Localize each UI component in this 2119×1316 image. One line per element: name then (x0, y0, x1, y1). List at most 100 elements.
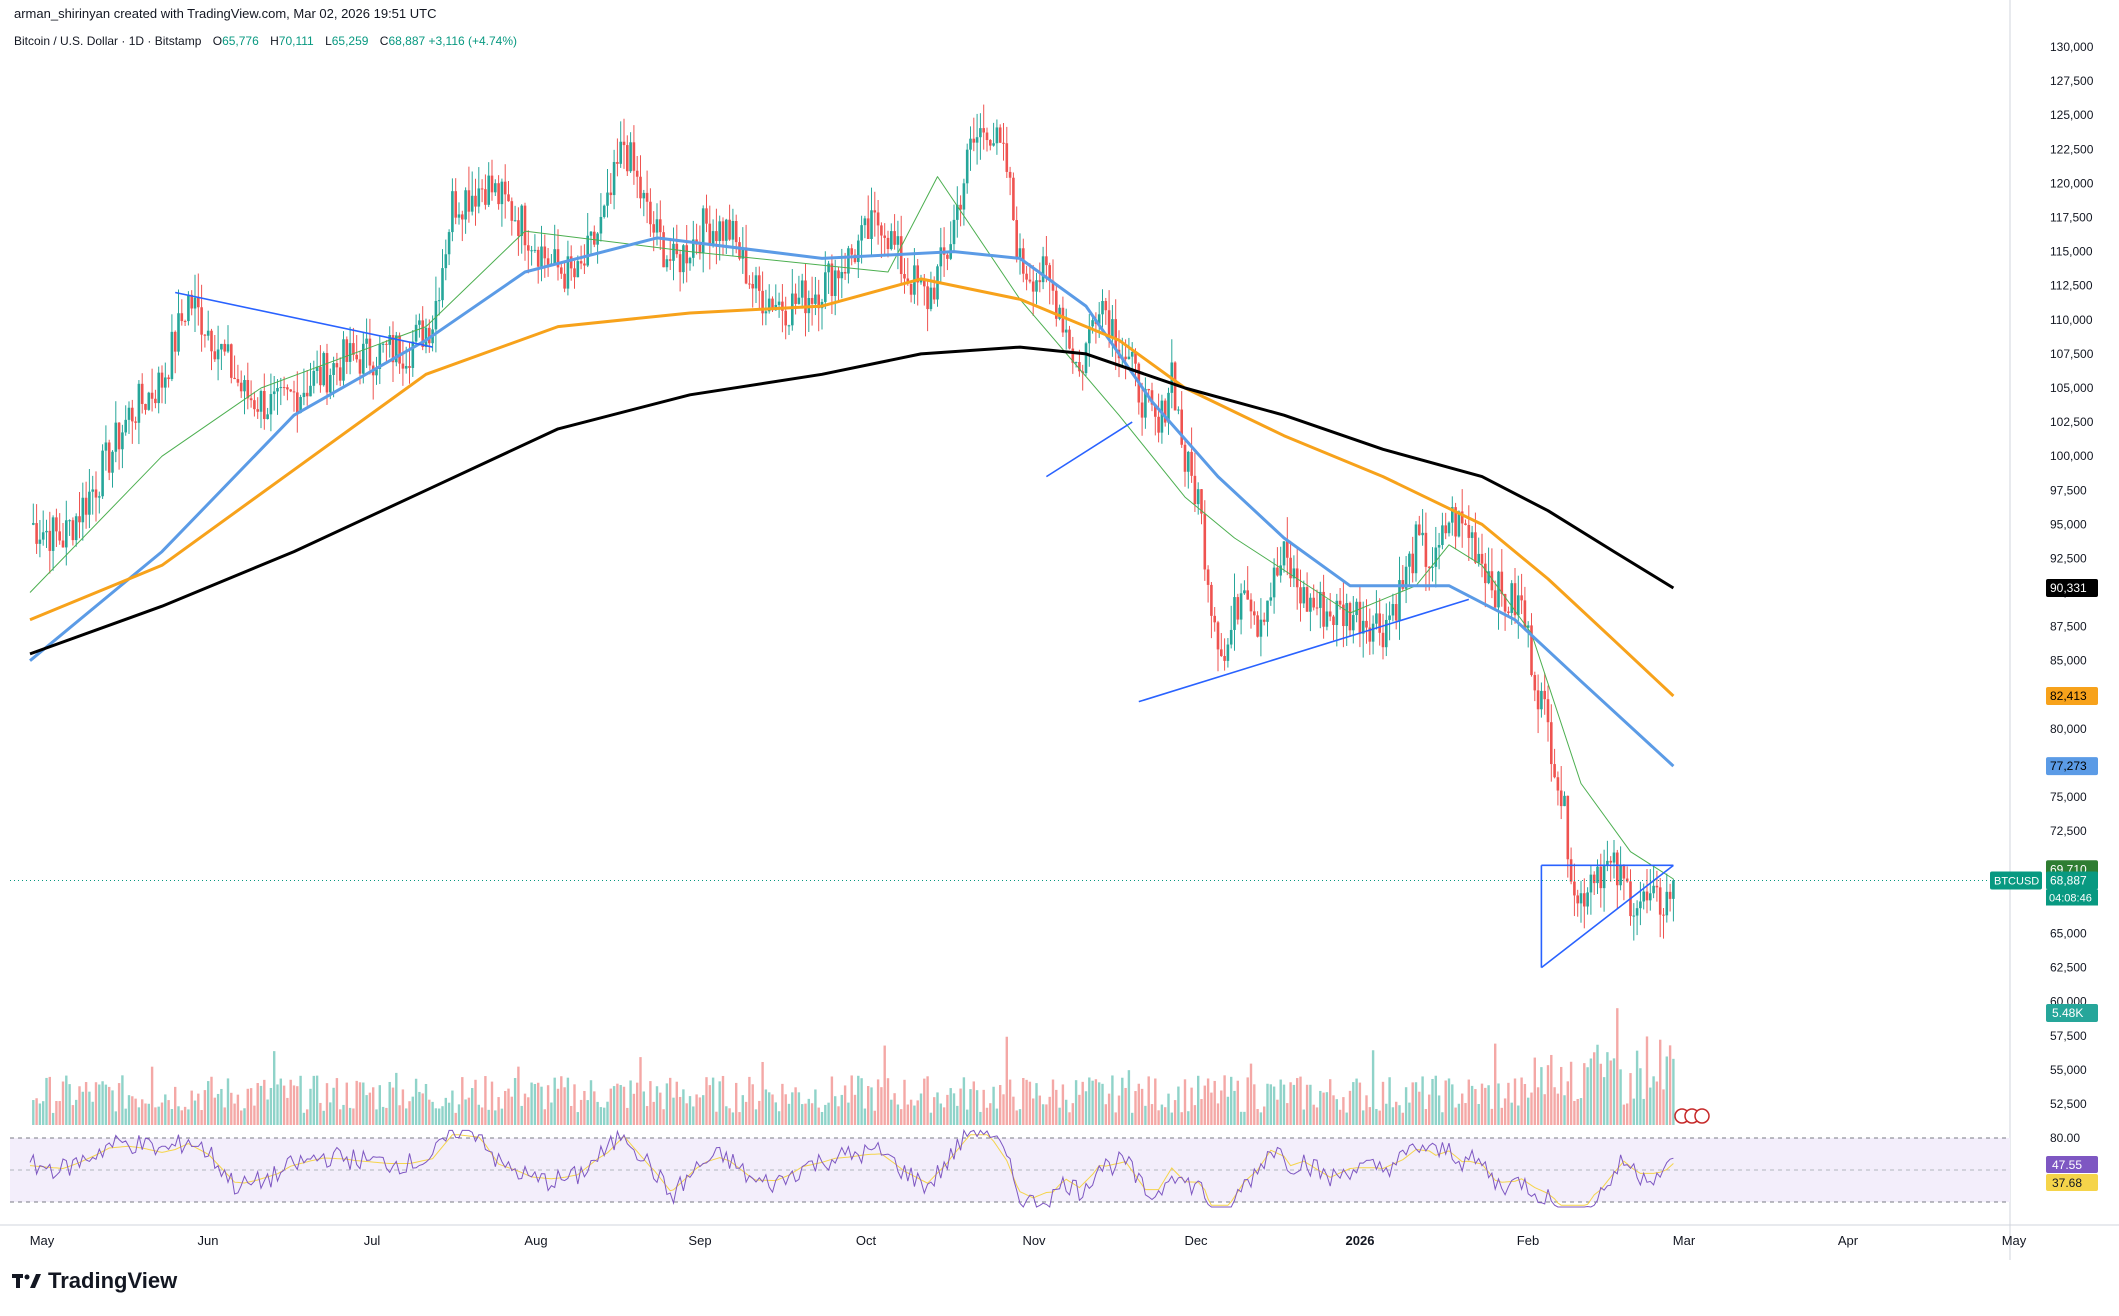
trendline[interactable] (1138, 598, 1470, 703)
volume-bar (764, 1089, 768, 1125)
candle-body (1625, 878, 1629, 882)
volume-bar (1098, 1082, 1101, 1125)
candle-body (451, 191, 454, 233)
volume-bar (599, 1107, 603, 1125)
candle-body (276, 387, 279, 392)
candle-body (190, 294, 193, 309)
volume-bar (550, 1102, 553, 1125)
plot-area[interactable] (10, 30, 2010, 1225)
symbol-tag[interactable]: BTCUSD (1994, 876, 2039, 888)
volume-bar (1606, 1052, 1609, 1125)
candle-body (1239, 593, 1243, 620)
candle-body (946, 254, 949, 259)
volume-bar (1157, 1110, 1160, 1125)
volume-bar (325, 1083, 329, 1125)
candle-body (428, 327, 431, 344)
volume-bar (933, 1097, 936, 1125)
candle-body (220, 343, 223, 350)
candle-body (1566, 795, 1570, 860)
volume-bar (1058, 1107, 1061, 1125)
volume-bar (1589, 1058, 1593, 1125)
volume-bar (32, 1100, 35, 1125)
candle-body (1391, 604, 1395, 616)
candle-body (345, 339, 349, 362)
volume-bar (982, 1089, 985, 1125)
trendline[interactable] (1045, 421, 1133, 478)
trendline[interactable] (1540, 864, 1674, 969)
candle-body (652, 224, 655, 233)
candle-body (599, 216, 603, 234)
volume-bar (1566, 1081, 1569, 1125)
economic-event-icon[interactable] (1694, 1108, 1710, 1124)
volume-bar (253, 1105, 256, 1125)
candle-body (213, 351, 217, 360)
candle-body (375, 368, 378, 376)
candle-body (1335, 600, 1339, 626)
candle-body (1107, 310, 1111, 339)
volume-bar (992, 1086, 995, 1125)
volume-bar (65, 1075, 68, 1125)
volume-bar (675, 1081, 678, 1125)
volume-bar (1263, 1106, 1266, 1125)
rsi-line (29, 1128, 1674, 1208)
volume-bar (1352, 1082, 1355, 1125)
candle-body (91, 489, 94, 492)
candle-body (1074, 362, 1078, 364)
volume-bar (1345, 1112, 1348, 1125)
x-tick-label: Aug (524, 1233, 547, 1248)
candle-body (1672, 880, 1675, 899)
candle-body (358, 359, 362, 374)
candle-body (55, 517, 58, 532)
volume-bar (843, 1085, 847, 1125)
candle-body (404, 365, 408, 369)
volume-bar (834, 1096, 837, 1125)
volume-bar (1018, 1109, 1022, 1125)
candle-body (84, 497, 88, 515)
candle-body (1302, 587, 1306, 604)
candle-body (226, 344, 230, 352)
candle-body (1437, 545, 1441, 548)
candle-body (1513, 583, 1517, 616)
candle-body (1493, 590, 1497, 608)
y-tick-label: 117,500 (2050, 210, 2093, 224)
volume-bar (381, 1106, 385, 1125)
symbol-tag-bg (1990, 871, 2042, 890)
candle-body (1622, 864, 1626, 879)
candle-body (114, 422, 118, 452)
candle-body (1259, 619, 1263, 637)
volume-bar (1190, 1087, 1193, 1125)
candle-body (500, 181, 504, 205)
candle-body (814, 294, 817, 304)
volume-bar (51, 1112, 55, 1125)
volume-bar (1048, 1096, 1051, 1125)
candle-body (929, 287, 933, 310)
volume-bar (500, 1108, 504, 1125)
symbol-title[interactable]: Bitcoin / U.S. Dollar · 1D · Bitstamp (14, 34, 202, 48)
candle-body (833, 270, 837, 297)
volume-bar (1065, 1099, 1068, 1125)
volume-bar (378, 1085, 381, 1125)
candle-body (1236, 597, 1240, 620)
volume-bar (867, 1086, 870, 1125)
candle-body (1649, 893, 1652, 901)
y-tick-label: 107,500 (2050, 347, 2094, 361)
volume-bar (1147, 1076, 1150, 1125)
candle-body (167, 377, 170, 380)
volume-bar (1315, 1107, 1319, 1125)
volume-bar (916, 1100, 919, 1125)
candle-body (127, 407, 131, 420)
candle-body (170, 331, 174, 380)
candle-body (124, 419, 127, 433)
candle-body (1246, 590, 1249, 600)
candle-body (1279, 565, 1282, 576)
tradingview-logo[interactable]: TradingView (12, 1268, 177, 1294)
candle-body (540, 246, 543, 267)
candle-body (41, 532, 45, 540)
volume-bar (1028, 1081, 1032, 1125)
trendline[interactable] (175, 291, 433, 348)
rsi-ma-value-label: 37.68 (2052, 1176, 2082, 1190)
candle-body (1058, 307, 1061, 319)
candle-body (589, 231, 593, 236)
